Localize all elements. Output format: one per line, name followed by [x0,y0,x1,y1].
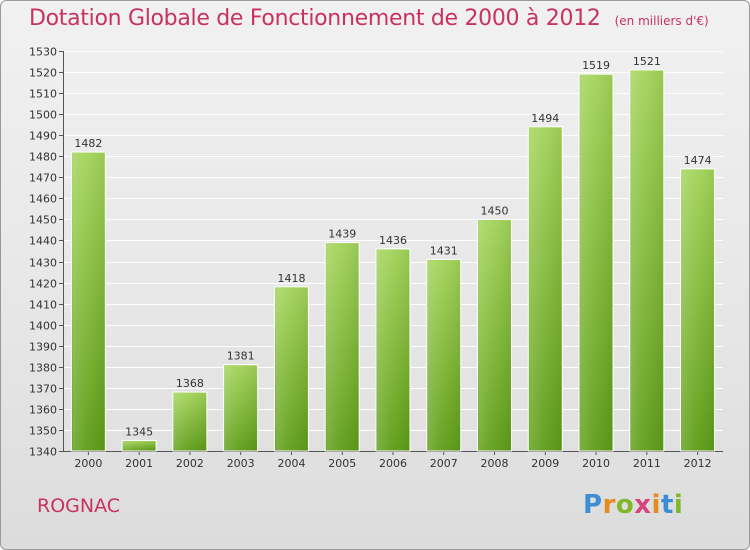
chart-title: Dotation Globale de Fonctionnement de 20… [29,6,601,31]
x-tick-label-2010: 2010 [582,457,610,470]
x-tick-label-2003: 2003 [227,457,255,470]
x-tick-label-2004: 2004 [277,457,305,470]
x-tick-label-2002: 2002 [176,457,204,470]
title-row: Dotation Globale de Fonctionnement de 20… [29,6,709,31]
bar-shine-2008 [478,220,511,451]
x-tick-label-2005: 2005 [328,457,356,470]
value-label-2002: 1368 [176,377,204,390]
value-label-2008: 1450 [481,204,509,217]
bar-shine-2003 [224,365,257,451]
y-tick-label: 1460 [29,193,57,206]
value-label-2005: 1439 [328,228,356,241]
y-tick-label: 1520 [29,67,57,80]
y-tick-label: 1450 [29,214,57,227]
y-tick-label: 1480 [29,151,57,164]
x-tick-label-2000: 2000 [74,457,102,470]
bar-shine-2010 [580,75,613,451]
bar-shine-2005 [326,243,359,451]
y-tick-label: 1390 [29,341,57,354]
y-tick-label: 1420 [29,278,57,291]
bar-shine-2001 [123,441,156,451]
y-tick-label: 1470 [29,172,57,185]
y-tick-label: 1360 [29,404,57,417]
x-tick-label-2008: 2008 [481,457,509,470]
bar-shine-2000 [72,153,105,452]
value-label-2009: 1494 [531,112,559,125]
bar-shine-2002 [173,393,206,451]
chart-subtitle: (en milliers d'€) [614,14,709,28]
x-tick-label-2012: 2012 [684,457,712,470]
y-tick-label: 1350 [29,425,57,438]
y-tick-label: 1410 [29,299,57,312]
y-tick-label: 1500 [29,109,57,122]
y-tick-label: 1340 [29,446,57,459]
bar-shine-2011 [630,70,663,452]
y-tick-label: 1430 [29,257,57,270]
location-label: ROGNAC [37,495,121,517]
bar-shine-2004 [275,287,308,451]
value-label-2012: 1474 [684,154,712,167]
y-tick-label: 1370 [29,383,57,396]
x-tick-label-2011: 2011 [633,457,661,470]
bar-shine-2006 [377,249,409,451]
value-label-2011: 1521 [633,55,661,68]
y-tick-label: 1380 [29,362,57,375]
y-tick-label: 1530 [29,46,57,59]
x-tick-label-2009: 2009 [531,457,559,470]
value-label-2006: 1436 [379,234,407,247]
labels-layer: 1340 1350 1360 1370 1380 1390 1400 1410 1420 1430… [29,46,712,471]
x-tick-label-2006: 2006 [379,457,407,470]
x-tick-label-2007: 2007 [430,457,458,470]
value-label-2010: 1519 [582,59,610,72]
bars-layer [70,69,716,452]
value-label-2004: 1418 [277,272,305,285]
brand-logo: Proxiti [583,490,684,520]
bar-shine-2009 [529,127,562,451]
y-tick-label: 1510 [29,88,57,101]
y-tick-label: 1440 [29,235,57,248]
x-tick-label-2001: 2001 [125,457,153,470]
bar-shine-2012 [681,169,714,452]
value-label-2001: 1345 [125,425,153,438]
value-label-2000: 1482 [74,137,102,150]
value-label-2007: 1431 [430,244,458,257]
y-tick-label: 1400 [29,320,57,333]
bar-shine-2007 [427,260,460,451]
value-label-2003: 1381 [227,350,255,363]
y-tick-label: 1490 [29,130,57,143]
